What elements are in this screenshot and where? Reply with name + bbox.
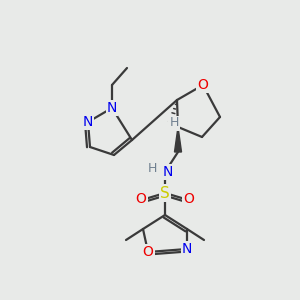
Text: O: O <box>184 192 194 206</box>
Text: O: O <box>136 192 146 206</box>
Polygon shape <box>175 127 182 152</box>
Text: H: H <box>169 116 179 130</box>
Text: H: H <box>148 163 157 176</box>
Text: N: N <box>83 115 93 129</box>
Text: N: N <box>182 242 192 256</box>
Text: S: S <box>160 185 170 200</box>
Text: N: N <box>107 101 117 115</box>
Text: O: O <box>198 78 208 92</box>
Text: N: N <box>163 165 173 179</box>
Text: O: O <box>142 245 153 259</box>
